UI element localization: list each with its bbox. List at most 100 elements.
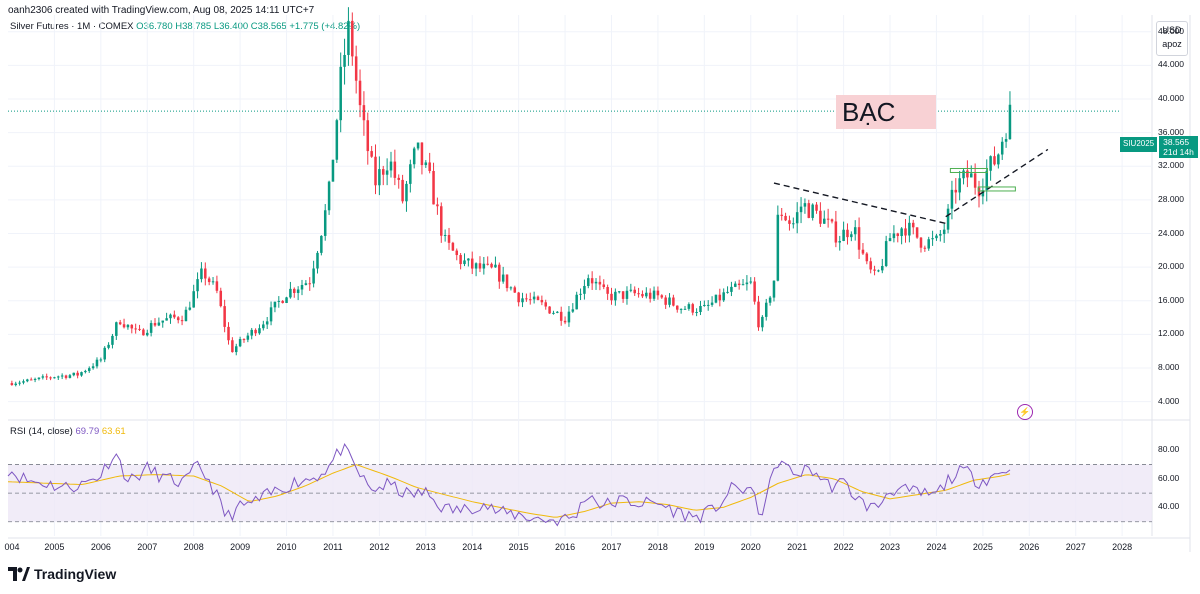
candle-body [556,311,559,313]
candle-body [691,304,694,313]
currency-unit[interactable]: USD [1162,25,1182,35]
candle-body [188,307,192,310]
candle-body [710,302,714,305]
candle-body [122,324,126,328]
time-tick-label: 2008 [183,542,204,552]
candle-body [989,156,992,171]
candle-body [780,214,783,216]
candle-body [1008,104,1012,140]
rsi-tick-label: 80.00 [1158,444,1180,455]
candle-body [397,177,400,180]
price-tag-symbol: SIU2025 [1120,137,1158,152]
candle-body [521,298,524,303]
candle-body [768,297,772,303]
candle-body [33,378,37,380]
candle-body [118,322,122,325]
rsi-legend[interactable]: RSI (14, close) 69.79 63.61 [10,426,126,437]
candle-body [308,283,312,285]
candle-body [41,376,45,378]
candle-body [799,206,803,213]
symbol-info[interactable]: Silver Futures · 1M · COMEX O36.780 H38.… [10,21,360,32]
candle-body [505,274,509,289]
candle-body [629,289,633,291]
candle-body [211,281,215,283]
candle-body [637,293,640,295]
candle-body [254,329,257,334]
candle-body [970,173,973,178]
candle-body [312,268,315,284]
candle-body [161,320,164,323]
symbol-name[interactable]: Silver Futures · 1M · COMEX [10,21,134,32]
tradingview-logo[interactable]: TradingView [8,566,116,582]
candle-body [598,281,602,285]
candle-body [455,250,459,256]
candle-body [846,229,849,238]
price-tick-label: 28.000 [1158,193,1184,204]
candle-body [587,278,590,286]
rsi-ma-line [7,464,1011,518]
price-tick-label: 12.000 [1158,328,1184,339]
candle-body [204,268,207,279]
candle-body [981,190,985,197]
candle-body [927,239,930,249]
candle-body [486,263,489,265]
candle-body [416,142,420,149]
candle-body [428,162,431,171]
candle-body [246,335,250,340]
candle-body [896,233,900,237]
candle-body [509,287,513,289]
candle-body [29,379,33,381]
candle-body [552,312,555,314]
candle-body [703,304,706,306]
candle-body [258,328,261,334]
rsi-line [7,442,1011,527]
candle-body [795,212,799,224]
candle-body [668,297,671,305]
candle-body [107,344,110,348]
candle-body [958,178,961,193]
candle-body [532,296,536,300]
candle-body [923,247,927,249]
candle-body [869,261,872,270]
candle-body [490,263,493,268]
chart-annotation[interactable]: BẠC [836,95,936,129]
candle-body [718,294,722,301]
rsi-label[interactable]: RSI (14, close) [10,426,73,437]
candle-body [931,238,934,240]
candle-body [842,229,845,241]
candle-body [281,300,284,303]
candle-body [91,366,95,369]
currency-selector[interactable]: USD apoz [1156,21,1188,56]
candle-body [997,154,1000,165]
candle-body [757,301,760,328]
candle-body [567,311,571,323]
candle-body [942,229,946,235]
candle-body [664,297,667,305]
candle-body [242,339,246,341]
time-tick-label: 004 [4,542,20,552]
rsi-ma-value: 63.61 [101,426,126,437]
candle-body [72,372,76,376]
time-tick-label: 2027 [1065,542,1086,552]
candle-body [347,20,350,55]
flash-icon[interactable]: ⚡ [1017,404,1033,420]
candle-body [180,320,184,322]
price-tag-countdown: 21d 14h [1163,147,1194,157]
candle-body [103,347,106,360]
price-tick-label: 4.000 [1158,395,1180,406]
candle-body [583,285,586,294]
candle-body [412,148,416,165]
candle-body [884,241,888,267]
candle-body [354,56,358,81]
candle-body [335,120,339,160]
candle-body [196,279,199,292]
candle-body [807,203,811,218]
candle-body [223,306,226,327]
candle-body [262,324,265,329]
candle-body [323,210,327,236]
candle-body [339,66,342,121]
candle-body [695,312,698,314]
candle-body [579,293,582,295]
candle-body [563,320,567,323]
